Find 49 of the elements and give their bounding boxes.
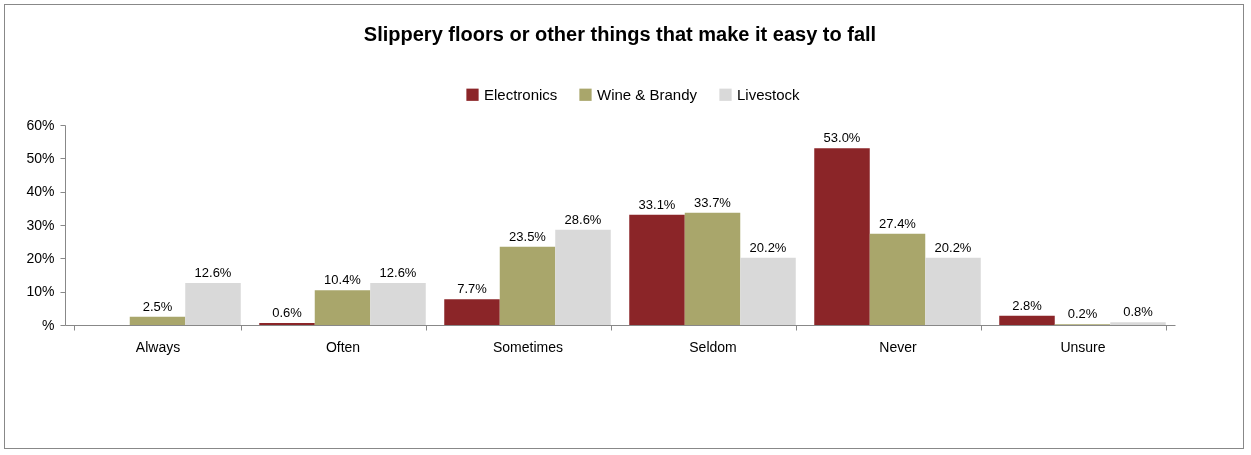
data-label: 27.4% [879, 215, 917, 231]
x-tick-label: Sometimes [492, 338, 564, 355]
bar [740, 257, 796, 325]
data-label: 33.7% [694, 194, 732, 210]
y-tick-label: 50% [26, 149, 55, 166]
data-label: 53.0% [823, 130, 861, 146]
legend-label: Livestock [737, 85, 801, 103]
legend-label: Electronics [484, 85, 558, 103]
data-label: 20.2% [749, 239, 787, 255]
bar [499, 246, 556, 325]
data-label: 28.6% [564, 211, 602, 227]
data-label: 20.2% [934, 239, 972, 255]
bar [1110, 322, 1166, 325]
bar [370, 283, 426, 325]
data-label: 2.8% [1012, 297, 1043, 313]
x-tick-label: Often [325, 338, 361, 355]
bar [555, 229, 611, 325]
y-tick-label: 20% [26, 249, 55, 266]
bar [444, 299, 500, 325]
y-tick-label: 10% [26, 283, 55, 300]
data-label: 7.7% [457, 281, 488, 297]
data-label: 0.8% [1123, 304, 1154, 320]
bar [185, 283, 241, 325]
bar [629, 214, 685, 325]
y-tick-label: 40% [26, 183, 55, 200]
x-tick-label: Seldom [689, 338, 737, 355]
x-tick-label: Never [879, 338, 917, 355]
y-tick-label: 30% [26, 216, 55, 233]
data-label: 33.1% [638, 196, 676, 212]
bar [684, 212, 741, 325]
bar [314, 290, 371, 325]
chart-title: Slippery floors or other things that make it easy to fall [363, 23, 877, 45]
y-tick-label: % [42, 316, 55, 333]
data-label: 12.6% [379, 265, 417, 280]
bar [129, 316, 186, 325]
bar [999, 315, 1055, 325]
data-label: 0.6% [272, 305, 303, 320]
legend-label: Wine & Brandy [597, 85, 698, 103]
bar [869, 233, 926, 325]
data-label: 2.5% [142, 298, 173, 314]
x-tick-label: Always [135, 338, 181, 355]
x-tick-label: Unsure [1060, 338, 1106, 355]
y-tick-label: 60% [26, 116, 55, 133]
data-label: 23.5% [509, 228, 547, 244]
bar [925, 257, 981, 325]
data-label: 10.4% [324, 272, 362, 288]
data-label: 12.6% [194, 265, 232, 280]
data-label: 0.2% [1067, 306, 1098, 322]
bar [814, 148, 870, 325]
